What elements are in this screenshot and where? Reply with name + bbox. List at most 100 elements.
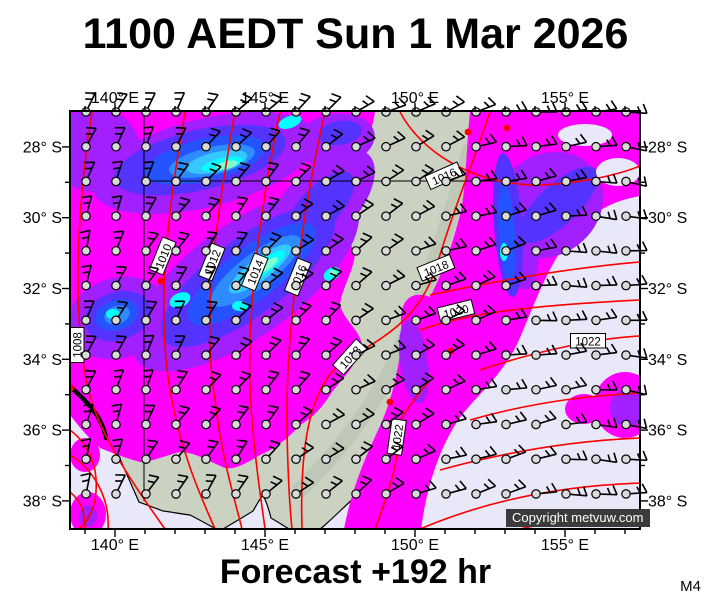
wind-barb <box>351 267 373 291</box>
wind-barb <box>561 277 588 291</box>
wind-barb <box>231 439 248 464</box>
wind-barb <box>501 169 528 187</box>
wind-barb <box>351 302 374 326</box>
wind-barb <box>381 269 406 291</box>
wind-barb <box>171 161 190 187</box>
isobar-label: 1008 <box>70 327 85 363</box>
wind-barb <box>141 265 160 291</box>
wind-barb <box>351 232 373 256</box>
wind-barb <box>411 443 436 464</box>
wind-barb <box>351 198 374 221</box>
wind-barb <box>231 370 252 395</box>
wind-barb <box>561 413 588 430</box>
wind-barb <box>531 482 558 499</box>
wind-barb <box>411 372 434 395</box>
wind-barb <box>321 164 345 187</box>
wind-barb <box>621 274 648 291</box>
wind-barb <box>81 403 94 430</box>
wind-barb <box>531 344 558 360</box>
wind-barb <box>231 196 249 221</box>
station-dot <box>503 124 511 132</box>
wind-barb <box>441 203 468 221</box>
lat-axis-label: 34° S <box>23 352 62 369</box>
wind-barb <box>531 445 558 464</box>
wind-barb <box>561 450 588 464</box>
wind-barb <box>351 130 376 152</box>
lat-axis-label: 34° S <box>648 352 687 369</box>
lat-axis-label: 30° S <box>648 210 687 227</box>
wind-barb <box>531 167 557 187</box>
wind-barb <box>321 199 345 221</box>
wind-barb <box>351 441 374 464</box>
lat-axis-label: 32° S <box>648 281 687 298</box>
wind-barb <box>441 130 466 152</box>
wind-barb <box>81 264 92 291</box>
wind-barb <box>201 300 218 326</box>
wind-barb <box>501 378 528 395</box>
wind-barb <box>411 271 437 291</box>
wind-barb <box>231 336 253 360</box>
wind-barb <box>111 438 124 464</box>
station-dot <box>386 398 394 406</box>
wind-barb <box>501 411 528 430</box>
wind-barb <box>381 373 405 395</box>
wind-barb <box>171 300 186 326</box>
axis-ticks <box>62 103 648 537</box>
wind-barb <box>471 341 497 360</box>
wind-barb <box>531 238 558 256</box>
lon-axis-label: 150° E <box>391 90 439 107</box>
wind-barb <box>261 475 283 499</box>
wind-barb <box>171 439 191 464</box>
wind-barb <box>201 370 222 395</box>
wind-barb <box>231 404 250 430</box>
wind-barb <box>381 441 404 464</box>
wind-barb <box>321 372 345 395</box>
wind-barb <box>411 338 436 360</box>
wind-barb <box>231 301 252 326</box>
wind-barb <box>201 265 217 291</box>
wind-barb <box>81 335 97 360</box>
wind-barb <box>171 474 189 499</box>
wind-barb <box>321 475 343 499</box>
wind-barb <box>291 162 312 187</box>
wind-barb <box>80 229 91 256</box>
wind-barb <box>471 412 498 430</box>
wind-barb <box>351 338 376 360</box>
wind-barb <box>291 267 314 291</box>
wind-barb <box>261 196 280 221</box>
wind-barb <box>171 265 188 291</box>
wind-barb <box>501 444 527 464</box>
wind-barb <box>591 308 618 326</box>
wind-barb <box>111 230 125 256</box>
wind-barb <box>441 480 467 499</box>
wind-barb <box>591 275 618 291</box>
lat-axis-label: 28° S <box>23 139 62 156</box>
wind-barb <box>141 334 155 360</box>
wind-barb <box>501 235 527 256</box>
wind-barb <box>111 160 123 187</box>
wind-barb <box>141 369 154 395</box>
wind-barb <box>381 198 404 221</box>
wind-barb <box>471 377 498 395</box>
wind-barb <box>381 339 407 360</box>
wind-barb <box>441 304 466 326</box>
wind-barb <box>501 479 527 499</box>
wind-barb <box>441 374 466 395</box>
wind-barb <box>261 267 284 291</box>
wind-barb <box>291 405 313 430</box>
lat-axis-label: 38° S <box>648 493 687 510</box>
wind-barb <box>261 302 284 326</box>
wind-barb <box>561 205 588 221</box>
wind-barb <box>411 129 435 152</box>
wind-barb <box>201 127 221 152</box>
wind-barb <box>501 271 527 291</box>
wind-barb <box>141 161 155 187</box>
wind-barb <box>141 474 160 499</box>
lat-axis-label: 38° S <box>23 493 62 510</box>
wind-barb <box>201 474 217 499</box>
lon-axis-label: 145° E <box>241 90 289 107</box>
wind-barb <box>411 199 436 221</box>
wind-barb <box>561 376 588 395</box>
wind-barb <box>171 231 190 256</box>
wind-barb <box>621 103 648 117</box>
